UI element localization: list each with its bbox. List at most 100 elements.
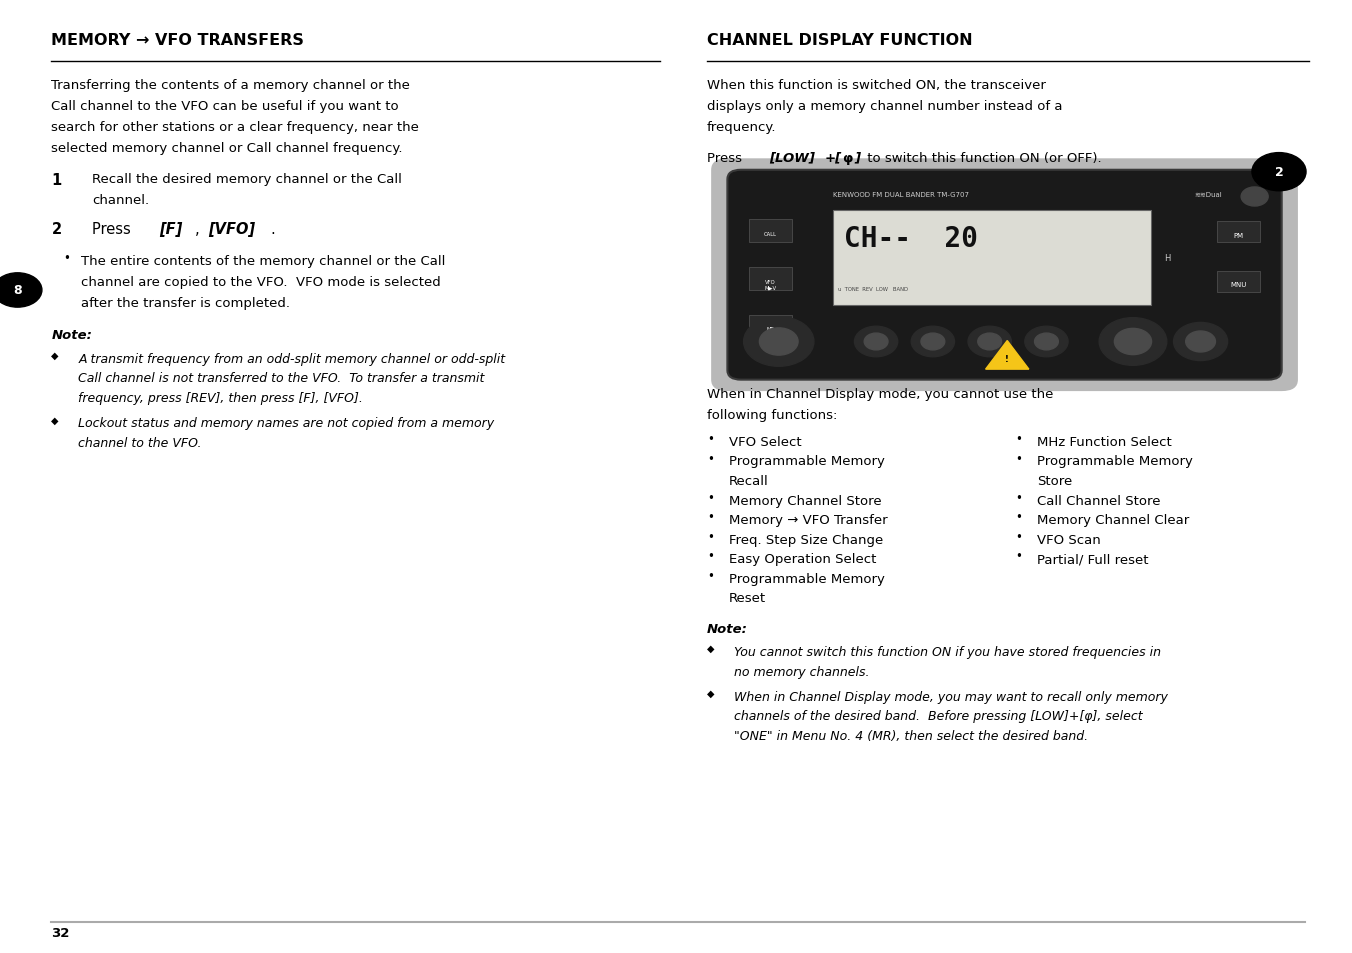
Bar [749, 220, 792, 243]
Text: channel to the VFO.: channel to the VFO. [78, 436, 201, 449]
Text: Transferring the contents of a memory channel or the: Transferring the contents of a memory ch… [51, 79, 410, 92]
Text: following functions:: following functions: [707, 409, 837, 422]
Text: ◆: ◆ [707, 688, 715, 699]
Text: •: • [1015, 550, 1022, 562]
Text: Freq. Step Size Change: Freq. Step Size Change [729, 533, 883, 546]
Text: A transmit frequency from an odd-split memory channel or odd-split: A transmit frequency from an odd-split m… [78, 353, 506, 366]
Circle shape [1099, 318, 1167, 366]
Circle shape [1252, 153, 1306, 192]
Text: ]: ] [854, 152, 860, 165]
Circle shape [911, 327, 955, 357]
Text: Reset: Reset [729, 592, 765, 604]
Text: [F]: [F] [160, 222, 183, 237]
Text: 32: 32 [51, 926, 70, 940]
Bar [1217, 222, 1260, 243]
Circle shape [854, 327, 898, 357]
Text: ◆: ◆ [51, 351, 59, 360]
Circle shape [921, 334, 945, 351]
Text: channel.: channel. [92, 193, 149, 207]
Text: PM: PM [1233, 233, 1244, 238]
Text: •: • [707, 550, 714, 562]
Text: [LOW]: [LOW] [769, 152, 815, 165]
Text: You cannot switch this function ON if you have stored frequencies in: You cannot switch this function ON if yo… [734, 645, 1161, 659]
Text: •: • [707, 452, 714, 465]
Text: frequency, press [REV], then press [F], [VFO].: frequency, press [REV], then press [F], … [78, 392, 364, 405]
Text: channels of the desired band.  Before pressing [LOW]+[φ], select: channels of the desired band. Before pre… [734, 710, 1142, 722]
Circle shape [1241, 188, 1268, 207]
Bar [749, 315, 792, 338]
Text: ◆: ◆ [707, 643, 715, 654]
Circle shape [1174, 323, 1228, 361]
Text: Memory Channel Store: Memory Channel Store [729, 494, 882, 507]
Text: [VFO]: [VFO] [208, 222, 256, 237]
Text: •: • [707, 491, 714, 504]
Text: Programmable Memory: Programmable Memory [729, 572, 884, 585]
Text: Note:: Note: [51, 329, 92, 342]
Bar [1217, 272, 1260, 293]
Text: CHANNEL DISPLAY FUNCTION: CHANNEL DISPLAY FUNCTION [707, 33, 972, 49]
Bar [833, 211, 1151, 306]
Text: 2: 2 [51, 222, 61, 237]
FancyBboxPatch shape [727, 171, 1282, 380]
Circle shape [1025, 327, 1068, 357]
Text: Lockout status and memory names are not copied from a memory: Lockout status and memory names are not … [78, 416, 495, 430]
Text: 2: 2 [1275, 166, 1283, 179]
Text: CALL: CALL [764, 232, 777, 236]
Text: frequency.: frequency. [707, 121, 776, 134]
Circle shape [0, 274, 42, 308]
Text: •: • [707, 569, 714, 582]
Text: !: ! [1006, 355, 1009, 364]
Text: •: • [1015, 530, 1022, 543]
Text: Call channel is not transferred to the VFO.  To transfer a transmit: Call channel is not transferred to the V… [78, 372, 485, 385]
Text: Store: Store [1037, 475, 1072, 488]
Text: H: H [1164, 253, 1171, 263]
Circle shape [760, 329, 798, 355]
Text: MHz Function Select: MHz Function Select [1037, 436, 1172, 449]
Text: Memory Channel Clear: Memory Channel Clear [1037, 514, 1190, 526]
Text: Recall the desired memory channel or the Call: Recall the desired memory channel or the… [92, 172, 402, 186]
Text: •: • [707, 511, 714, 523]
Text: Programmable Memory: Programmable Memory [729, 455, 884, 468]
Text: Press: Press [92, 222, 135, 237]
Text: VFO Scan: VFO Scan [1037, 533, 1101, 546]
Text: search for other stations or a clear frequency, near the: search for other stations or a clear fre… [51, 121, 419, 134]
Text: Easy Operation Select: Easy Operation Select [729, 553, 876, 565]
Text: Note:: Note: [707, 622, 748, 636]
Text: Call channel to the VFO can be useful if you want to: Call channel to the VFO can be useful if… [51, 100, 399, 113]
Text: Programmable Memory: Programmable Memory [1037, 455, 1192, 468]
Text: Partial/ Full reset: Partial/ Full reset [1037, 553, 1148, 565]
Text: u  TONE  REV  LOW   BAND: u TONE REV LOW BAND [838, 287, 909, 292]
Text: +[: +[ [825, 152, 842, 165]
Text: MNU: MNU [1230, 282, 1247, 288]
Text: "ONE" in Menu No. 4 (MR), then select the desired band.: "ONE" in Menu No. 4 (MR), then select th… [734, 729, 1088, 742]
Text: Memory → VFO Transfer: Memory → VFO Transfer [729, 514, 887, 526]
Text: •: • [1015, 491, 1022, 504]
Text: no memory channels.: no memory channels. [734, 665, 869, 678]
Text: KENWOOD FM DUAL BANDER TM-G707: KENWOOD FM DUAL BANDER TM-G707 [833, 192, 969, 197]
Text: selected memory channel or Call channel frequency.: selected memory channel or Call channel … [51, 142, 403, 155]
Text: channel are copied to the VFO.  VFO mode is selected: channel are copied to the VFO. VFO mode … [81, 275, 441, 289]
Text: VFO Select: VFO Select [729, 436, 802, 449]
Text: ,: , [195, 222, 204, 237]
Text: MEMORY → VFO TRANSFERS: MEMORY → VFO TRANSFERS [51, 33, 304, 49]
Text: Press: Press [707, 152, 746, 165]
Text: Call Channel Store: Call Channel Store [1037, 494, 1160, 507]
Text: •: • [1015, 452, 1022, 465]
Text: •: • [64, 252, 70, 265]
Circle shape [744, 317, 814, 367]
Text: ≋≋Dual: ≋≋Dual [1194, 192, 1222, 197]
Text: φ: φ [842, 152, 853, 165]
Text: Recall: Recall [729, 475, 768, 488]
Text: When this function is switched ON, the transceiver: When this function is switched ON, the t… [707, 79, 1046, 92]
Text: to switch this function ON (or OFF).: to switch this function ON (or OFF). [863, 152, 1101, 165]
Text: 8: 8 [14, 284, 22, 297]
Text: .: . [270, 222, 276, 237]
Text: •: • [707, 433, 714, 446]
Text: •: • [1015, 433, 1022, 446]
Circle shape [1186, 332, 1215, 353]
Circle shape [1114, 329, 1152, 355]
Bar [749, 268, 792, 291]
Circle shape [977, 334, 1002, 351]
Text: after the transfer is completed.: after the transfer is completed. [81, 296, 291, 310]
Text: displays only a memory channel number instead of a: displays only a memory channel number in… [707, 100, 1063, 113]
